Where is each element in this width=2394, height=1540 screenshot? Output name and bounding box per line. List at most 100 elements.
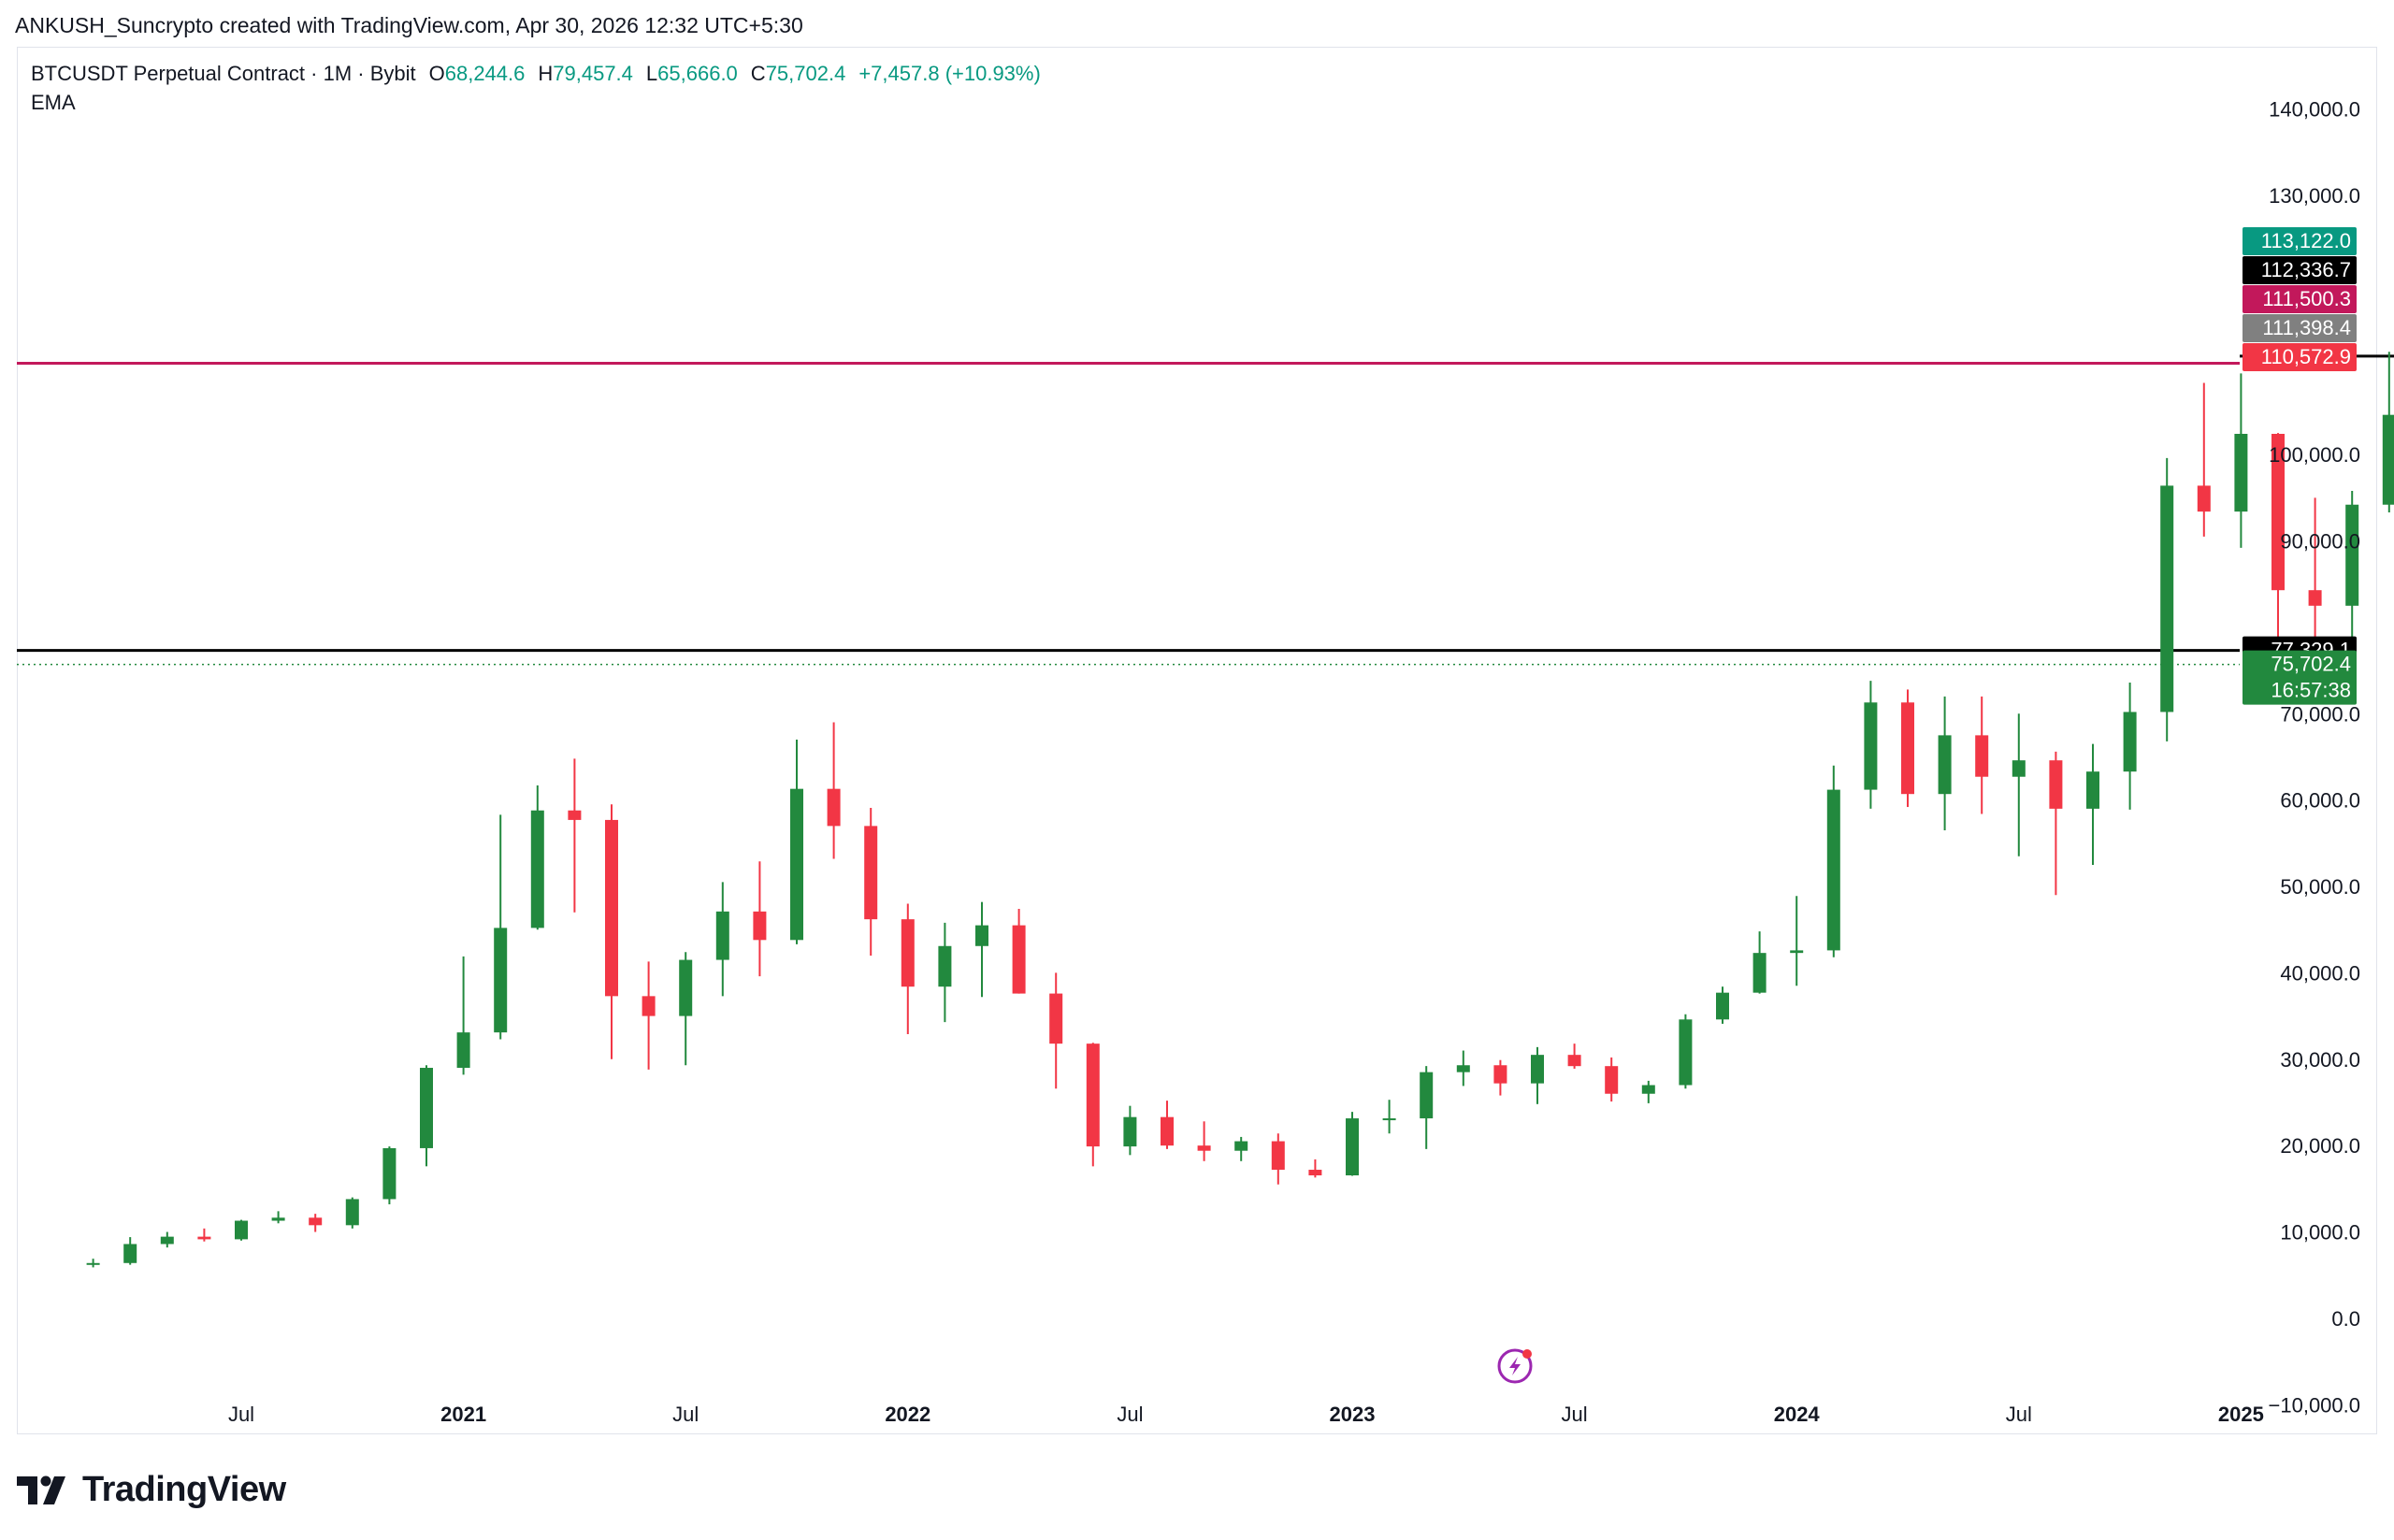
candle-2022-04[interactable]	[1012, 909, 1026, 994]
candle-2023-02[interactable]	[1382, 1100, 1396, 1134]
candle-body	[1197, 1145, 1211, 1151]
candle-2021-07[interactable]	[679, 952, 693, 1066]
candle-2024-03[interactable]	[1864, 681, 1878, 809]
candle-2025-03[interactable]	[2308, 497, 2322, 657]
symbol-title[interactable]: BTCUSDT Perpetual Contract · 1M · Bybit	[31, 62, 416, 85]
candle-2021-06[interactable]	[642, 961, 656, 1070]
candle-2024-05[interactable]	[1938, 696, 1952, 830]
price-tag-6: 75,702.4 16:57:38	[2243, 650, 2357, 705]
y-tick-label: 50,000.0	[2280, 875, 2360, 899]
candle-2024-04[interactable]	[1901, 689, 1914, 808]
candle-body	[1826, 789, 1840, 951]
candle-2022-10[interactable]	[1234, 1136, 1248, 1161]
candle-2020-08[interactable]	[271, 1211, 285, 1224]
chart-pane[interactable]	[17, 47, 2377, 1434]
candle-2023-12[interactable]	[1752, 931, 1767, 994]
candle-body	[345, 1199, 359, 1226]
candle-2020-05[interactable]	[160, 1231, 174, 1248]
candle-body	[160, 1236, 174, 1245]
y-tick-label: 130,000.0	[2269, 184, 2360, 208]
y-tick-label: 10,000.0	[2280, 1221, 2360, 1245]
candle-2024-07[interactable]	[2012, 713, 2026, 856]
candle-countdown: 16:57:38	[2271, 679, 2351, 702]
candle-2023-11[interactable]	[1716, 986, 1729, 1024]
candle-2023-05[interactable]	[1493, 1059, 1507, 1096]
candle-2025-01[interactable]	[2234, 373, 2248, 548]
symbol-legend[interactable]: BTCUSDT Perpetual Contract · 1M · Bybit O…	[31, 62, 1041, 86]
candle-2024-08[interactable]	[2049, 751, 2063, 896]
candle-body	[2271, 433, 2285, 591]
chart-canvas[interactable]: 140,000.0 130,000.0 100,000.0 90,000.0 70,00…	[0, 0, 2394, 1440]
y-tick-label: 0.0	[2331, 1307, 2360, 1331]
candle-body	[2382, 414, 2394, 505]
candle-2021-11[interactable]	[827, 722, 841, 859]
price-axis[interactable]: 140,000.0 130,000.0 100,000.0 90,000.0 70,00…	[2269, 98, 2360, 1418]
candle-2021-08[interactable]	[715, 882, 729, 997]
candle-2021-01[interactable]	[456, 956, 470, 1075]
candle-2023-04[interactable]	[1456, 1050, 1470, 1087]
price-tag-label: 113,122.0	[2261, 229, 2351, 252]
candle-body	[1123, 1116, 1137, 1147]
candle-2023-03[interactable]	[1420, 1066, 1434, 1149]
ema-indicator-label[interactable]: EMA	[31, 91, 76, 114]
time-axis[interactable]: Jul2021Jul2022Jul2023Jul2024Jul2025Jul20…	[228, 1403, 2394, 1426]
candle-2020-06[interactable]	[197, 1228, 211, 1242]
candle-2022-09[interactable]	[1197, 1121, 1211, 1161]
candle-2024-06[interactable]	[1975, 696, 1989, 814]
candle-2023-07[interactable]	[1567, 1043, 1581, 1069]
candle-2024-09[interactable]	[2086, 743, 2099, 865]
candle-2022-07[interactable]	[1123, 1105, 1137, 1156]
candle-2020-12[interactable]	[420, 1065, 433, 1167]
candle-2021-02[interactable]	[494, 814, 508, 1040]
candle-2020-07[interactable]	[235, 1219, 248, 1241]
candle-2021-12[interactable]	[864, 807, 878, 956]
price-tag-2: 111,500.3	[2243, 285, 2357, 313]
candle-body	[1641, 1085, 1655, 1094]
candle-2024-11[interactable]	[2160, 457, 2174, 741]
candle-body	[1938, 735, 1952, 795]
candle-body	[1161, 1116, 1174, 1146]
candle-2024-01[interactable]	[1790, 896, 1804, 986]
candle-2025-02[interactable]	[2271, 433, 2285, 643]
candle-2022-06[interactable]	[1086, 1043, 1100, 1167]
candle-2020-04[interactable]	[123, 1237, 137, 1265]
candle-2020-11[interactable]	[382, 1146, 397, 1204]
candle-2022-11[interactable]	[1271, 1133, 1285, 1185]
candle-body	[827, 788, 841, 827]
chart-attribution: ANKUSH_Suncrypto created with TradingVie…	[15, 13, 803, 37]
lightning-icon[interactable]	[1497, 1348, 1533, 1384]
candle-2020-03[interactable]	[86, 1259, 100, 1268]
candle-2025-05[interactable]	[2382, 352, 2394, 513]
candle-2024-02[interactable]	[1826, 765, 1840, 957]
candle-2022-08[interactable]	[1161, 1101, 1174, 1149]
close-label: C	[750, 62, 766, 85]
candle-2023-09[interactable]	[1641, 1080, 1655, 1103]
high-value: 79,457.4	[553, 62, 633, 85]
candle-2024-10[interactable]	[2123, 683, 2137, 810]
candle-2021-04[interactable]	[568, 758, 582, 913]
candle-body	[382, 1147, 397, 1200]
candle-2021-09[interactable]	[753, 861, 767, 977]
tradingview-logo[interactable]: TradingView	[17, 1470, 286, 1510]
candle-2020-09[interactable]	[309, 1214, 323, 1232]
candle-body	[568, 810, 582, 820]
candle-body	[1605, 1066, 1619, 1094]
candle-2022-01[interactable]	[901, 903, 915, 1034]
candle-2022-12[interactable]	[1308, 1159, 1322, 1178]
candle-2022-02[interactable]	[938, 922, 952, 1023]
candle-body	[1752, 953, 1767, 993]
candle-2023-10[interactable]	[1679, 1014, 1693, 1089]
candle-2020-10[interactable]	[345, 1197, 359, 1229]
candle-2024-12[interactable]	[2197, 382, 2211, 537]
candle-2023-01[interactable]	[1346, 1112, 1359, 1176]
candle-2021-05[interactable]	[605, 804, 618, 1059]
y-tick-label: 90,000.0	[2280, 530, 2360, 554]
candle-2021-10[interactable]	[790, 740, 803, 944]
candle-2023-08[interactable]	[1605, 1057, 1619, 1102]
candle-2021-03[interactable]	[530, 784, 544, 930]
candle-body	[790, 788, 803, 941]
candle-2022-03[interactable]	[975, 901, 988, 998]
price-tag-bg	[2243, 314, 2357, 342]
candle-2022-05[interactable]	[1049, 972, 1063, 1089]
candle-2023-06[interactable]	[1531, 1046, 1544, 1104]
